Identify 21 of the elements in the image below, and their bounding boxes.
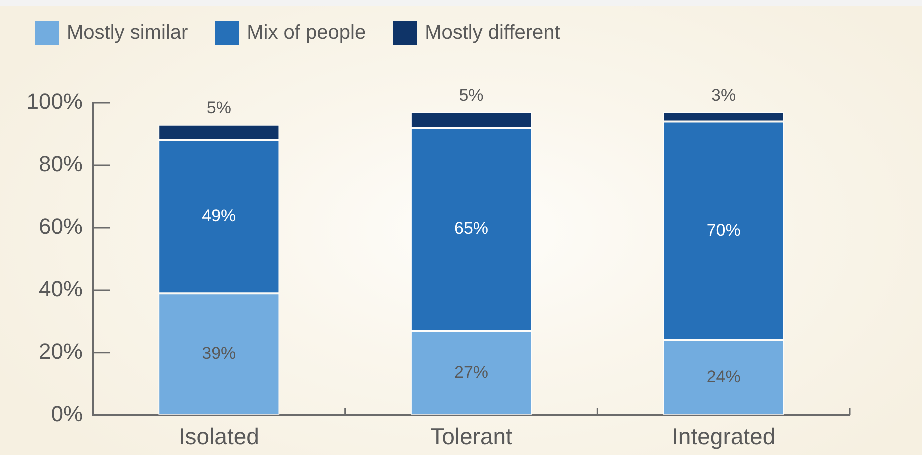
y-tick-label: 60% — [38, 214, 83, 240]
y-tick-label: 0% — [51, 401, 83, 426]
data-label: 5% — [459, 86, 484, 106]
legend-label: Mostly similar — [67, 22, 188, 44]
y-tick-label: 80% — [38, 152, 83, 177]
y-tick-label: 100% — [26, 89, 83, 114]
data-label: 39% — [202, 344, 236, 364]
legend-label: Mix of people — [247, 22, 366, 44]
data-label: 65% — [454, 219, 489, 238]
data-label: 24% — [706, 368, 741, 387]
data-label: 27% — [454, 362, 489, 382]
x-tick-label: Integrated — [672, 424, 776, 450]
y-tick-label: 20% — [38, 338, 83, 364]
x-tick-label: Isolated — [178, 424, 260, 450]
x-tick-label: Tolerant — [430, 424, 514, 450]
data-label: 49% — [202, 206, 236, 226]
y-tick-label: 40% — [38, 276, 83, 302]
legend-label: Mostly different — [425, 22, 560, 44]
data-label: 70% — [706, 220, 741, 240]
data-label: 3% — [712, 86, 736, 106]
data-label: 5% — [206, 98, 232, 118]
